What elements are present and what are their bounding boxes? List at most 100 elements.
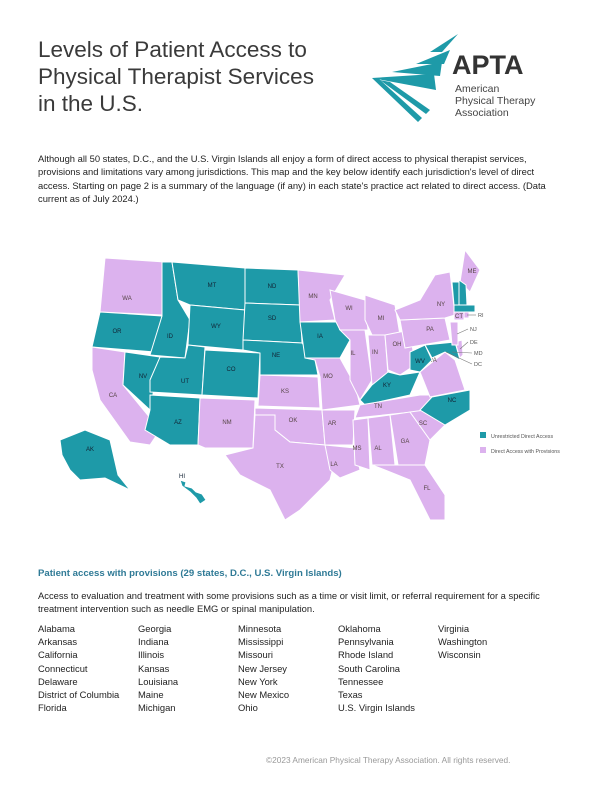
callout-line	[456, 328, 469, 335]
state-name: New Jersey	[238, 662, 287, 674]
state-tx	[224, 414, 336, 521]
state-label: ID	[167, 334, 174, 340]
state-label: KS	[281, 389, 289, 395]
state-label: AK	[86, 447, 94, 453]
state-mn	[297, 269, 346, 323]
state-ga	[389, 411, 431, 466]
title-line: Levels of Patient Access to	[38, 37, 307, 62]
state-ma	[453, 304, 476, 313]
state-name: U.S. Virgin Islands	[338, 702, 415, 714]
state-or	[91, 311, 163, 353]
state-label: UT	[181, 379, 189, 385]
intro-paragraph: Although all 50 states, D.C., and the U.…	[38, 153, 546, 205]
state-ct	[453, 311, 465, 321]
state-la	[324, 444, 361, 479]
state-label: NC	[448, 398, 457, 404]
legend-swatch	[480, 447, 486, 453]
state-label: SC	[419, 421, 428, 427]
state-name: Delaware	[38, 675, 78, 687]
state-label: NE	[272, 353, 280, 359]
state-name: Rhode Island	[338, 649, 394, 661]
state-label: IL	[350, 351, 356, 357]
state-va	[419, 351, 466, 398]
state-label: DE	[470, 340, 478, 346]
state-label: IA	[317, 334, 323, 340]
state-name: Louisiana	[138, 675, 179, 687]
legend-label: Unrestricted Direct Access	[491, 434, 553, 440]
state-label: NJ	[470, 327, 477, 333]
state-label: CA	[109, 393, 117, 399]
state-label: SD	[268, 316, 277, 322]
state-ri	[463, 311, 470, 319]
state-name: Virginia	[438, 623, 470, 634]
state-label: KY	[383, 383, 391, 389]
state-name: Maine	[138, 689, 164, 701]
state-label: OK	[289, 418, 298, 424]
state-name: District of Columbia	[38, 689, 120, 701]
state-label: MD	[474, 351, 483, 357]
state-nm	[197, 397, 256, 449]
state-label: GA	[401, 439, 410, 445]
svg-text:Association: Association	[455, 107, 509, 119]
state-name: New York	[238, 675, 278, 687]
state-name: Kansas	[138, 662, 170, 674]
state-label: CO	[227, 367, 236, 373]
state-ms	[352, 417, 371, 471]
state-name: California	[38, 649, 78, 661]
state-name: Connecticut	[38, 662, 88, 674]
callout-line	[445, 351, 473, 365]
provisions-heading: Patient access with provisions (29 state…	[38, 568, 342, 579]
state-label: OH	[393, 342, 402, 348]
state-name: Alabama	[38, 623, 76, 634]
state-label: VA	[429, 358, 437, 364]
state-hi	[179, 479, 207, 505]
svg-text:APTA: APTA	[452, 50, 524, 80]
state-ks	[257, 374, 321, 409]
state-label: IN	[372, 350, 378, 356]
title-line: Physical Therapist Services	[38, 64, 314, 89]
state-label: NM	[222, 420, 231, 426]
state-label: TN	[374, 404, 382, 410]
state-label: NV	[139, 374, 147, 380]
state-label: AR	[328, 421, 337, 427]
callout-line	[451, 351, 473, 354]
state-ia	[299, 321, 351, 359]
state-md	[424, 341, 461, 361]
title-line: in the U.S.	[38, 91, 144, 116]
state-column: Virginia Washington Wisconsin	[438, 622, 538, 714]
state-name: Minnesota	[238, 623, 282, 634]
state-name: Wisconsin	[438, 649, 481, 661]
state-name: Mississippi	[238, 636, 284, 648]
state-name: Georgia	[138, 623, 172, 634]
state-label: WV	[415, 359, 425, 365]
state-name: Ohio	[238, 702, 258, 714]
state-name: Tennessee	[338, 675, 384, 687]
state-name: Michigan	[138, 702, 176, 714]
state-label: FL	[423, 486, 431, 492]
page-title: Levels of Patient Access to Physical The…	[38, 36, 358, 117]
provisions-description: Access to evaluation and treatment with …	[38, 590, 540, 614]
state-ny	[394, 271, 456, 321]
state-label: NY	[437, 302, 445, 308]
state-label: MS	[353, 446, 362, 452]
state-label: AZ	[174, 420, 182, 426]
copyright-footer: ©2023 American Physical Therapy Associat…	[266, 755, 511, 765]
state-label: ND	[268, 284, 277, 290]
state-name: Illinois	[138, 649, 165, 661]
state-label: WI	[345, 306, 353, 312]
state-name: Missouri	[238, 649, 273, 661]
state-co	[201, 349, 261, 399]
state-sd	[242, 302, 303, 344]
state-name: Oklahoma	[338, 623, 381, 634]
state-column: Minnesota Mississippi Missouri New Jersey Ne…	[238, 622, 338, 714]
state-label: DC	[474, 362, 482, 368]
us-access-map: WA OR CA ID NV MT WY UT AZ CO NM ND SD NE KS OK TX MN IA MO…	[59, 248, 560, 521]
state-name: Texas	[338, 689, 363, 701]
state-label: WA	[122, 296, 131, 302]
state-mi	[364, 294, 401, 336]
state-label: PA	[426, 327, 434, 333]
state-wv	[409, 344, 433, 373]
svg-text:Physical Therapy: Physical Therapy	[455, 95, 536, 107]
state-name: New Mexico	[238, 689, 290, 701]
callout-line	[459, 341, 469, 350]
